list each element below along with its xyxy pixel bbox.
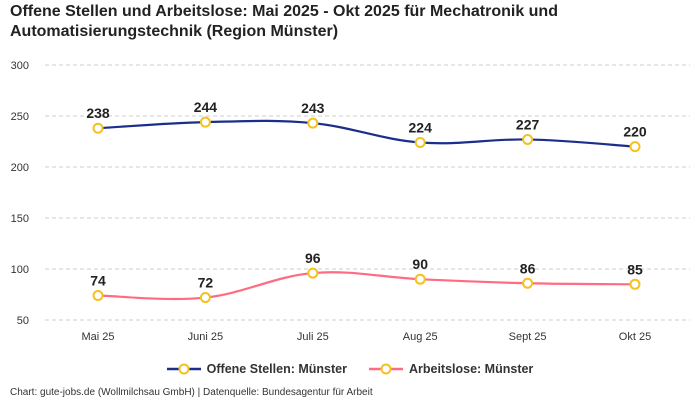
data-point [199, 292, 211, 304]
data-label: 85 [627, 261, 643, 277]
data-point [629, 278, 641, 290]
chart-title: Offene Stellen und Arbeitslose: Mai 2025… [10, 3, 558, 40]
legend-marker-icon [166, 363, 201, 375]
x-tick-label: Juli 25 [297, 331, 329, 343]
data-point [414, 273, 426, 285]
x-tick-label: Juni 25 [188, 331, 223, 343]
x-tick-label: Sept 25 [509, 331, 547, 343]
y-tick-label: 250 [11, 111, 29, 123]
data-label: 86 [520, 260, 536, 276]
series-line-1 [97, 271, 636, 301]
x-tick-label: Aug 25 [403, 331, 438, 343]
data-label: 244 [194, 99, 218, 115]
series-line-0 [97, 119, 636, 148]
legend-label: Offene Stellen: Münster [206, 362, 347, 376]
data-point [522, 277, 534, 289]
legend-item-arbeitslose[interactable]: Arbeitslose: Münster [368, 362, 534, 376]
data-label: 220 [623, 124, 647, 140]
data-point [307, 267, 319, 279]
data-label: 90 [412, 256, 428, 272]
data-point [629, 141, 641, 153]
y-tick-label: 50 [17, 315, 29, 327]
data-point [307, 117, 319, 129]
data-label: 243 [301, 100, 325, 116]
data-point [199, 116, 211, 128]
line-chart: 50 100 150 200 250 300 Mai 25 Juni 25 Juli 25 Aug… [11, 60, 690, 343]
data-point [522, 133, 534, 145]
source-footer: Chart: gute-jobs.de (Wollmilchsau GmbH) … [10, 387, 373, 398]
data-point [92, 290, 104, 302]
x-tick-label: Mai 25 [81, 331, 114, 343]
legend: Offene Stellen: Münster Arbeitslose: Mün… [0, 362, 700, 376]
data-point [92, 122, 104, 134]
data-point [414, 137, 426, 149]
legend-marker-icon [368, 363, 403, 375]
data-label: 227 [516, 116, 540, 132]
data-label: 74 [90, 273, 106, 289]
y-tick-label: 100 [11, 264, 29, 276]
data-label: 72 [198, 275, 214, 291]
data-label: 238 [86, 105, 110, 121]
x-tick-label: Okt 25 [619, 331, 651, 343]
y-tick-label: 300 [11, 60, 29, 72]
data-label: 224 [409, 120, 433, 136]
legend-label: Arbeitslose: Münster [408, 362, 534, 376]
legend-item-offene-stellen[interactable]: Offene Stellen: Münster [166, 362, 347, 376]
data-label: 96 [305, 250, 321, 266]
y-tick-label: 150 [11, 213, 29, 225]
y-tick-label: 200 [11, 162, 29, 174]
